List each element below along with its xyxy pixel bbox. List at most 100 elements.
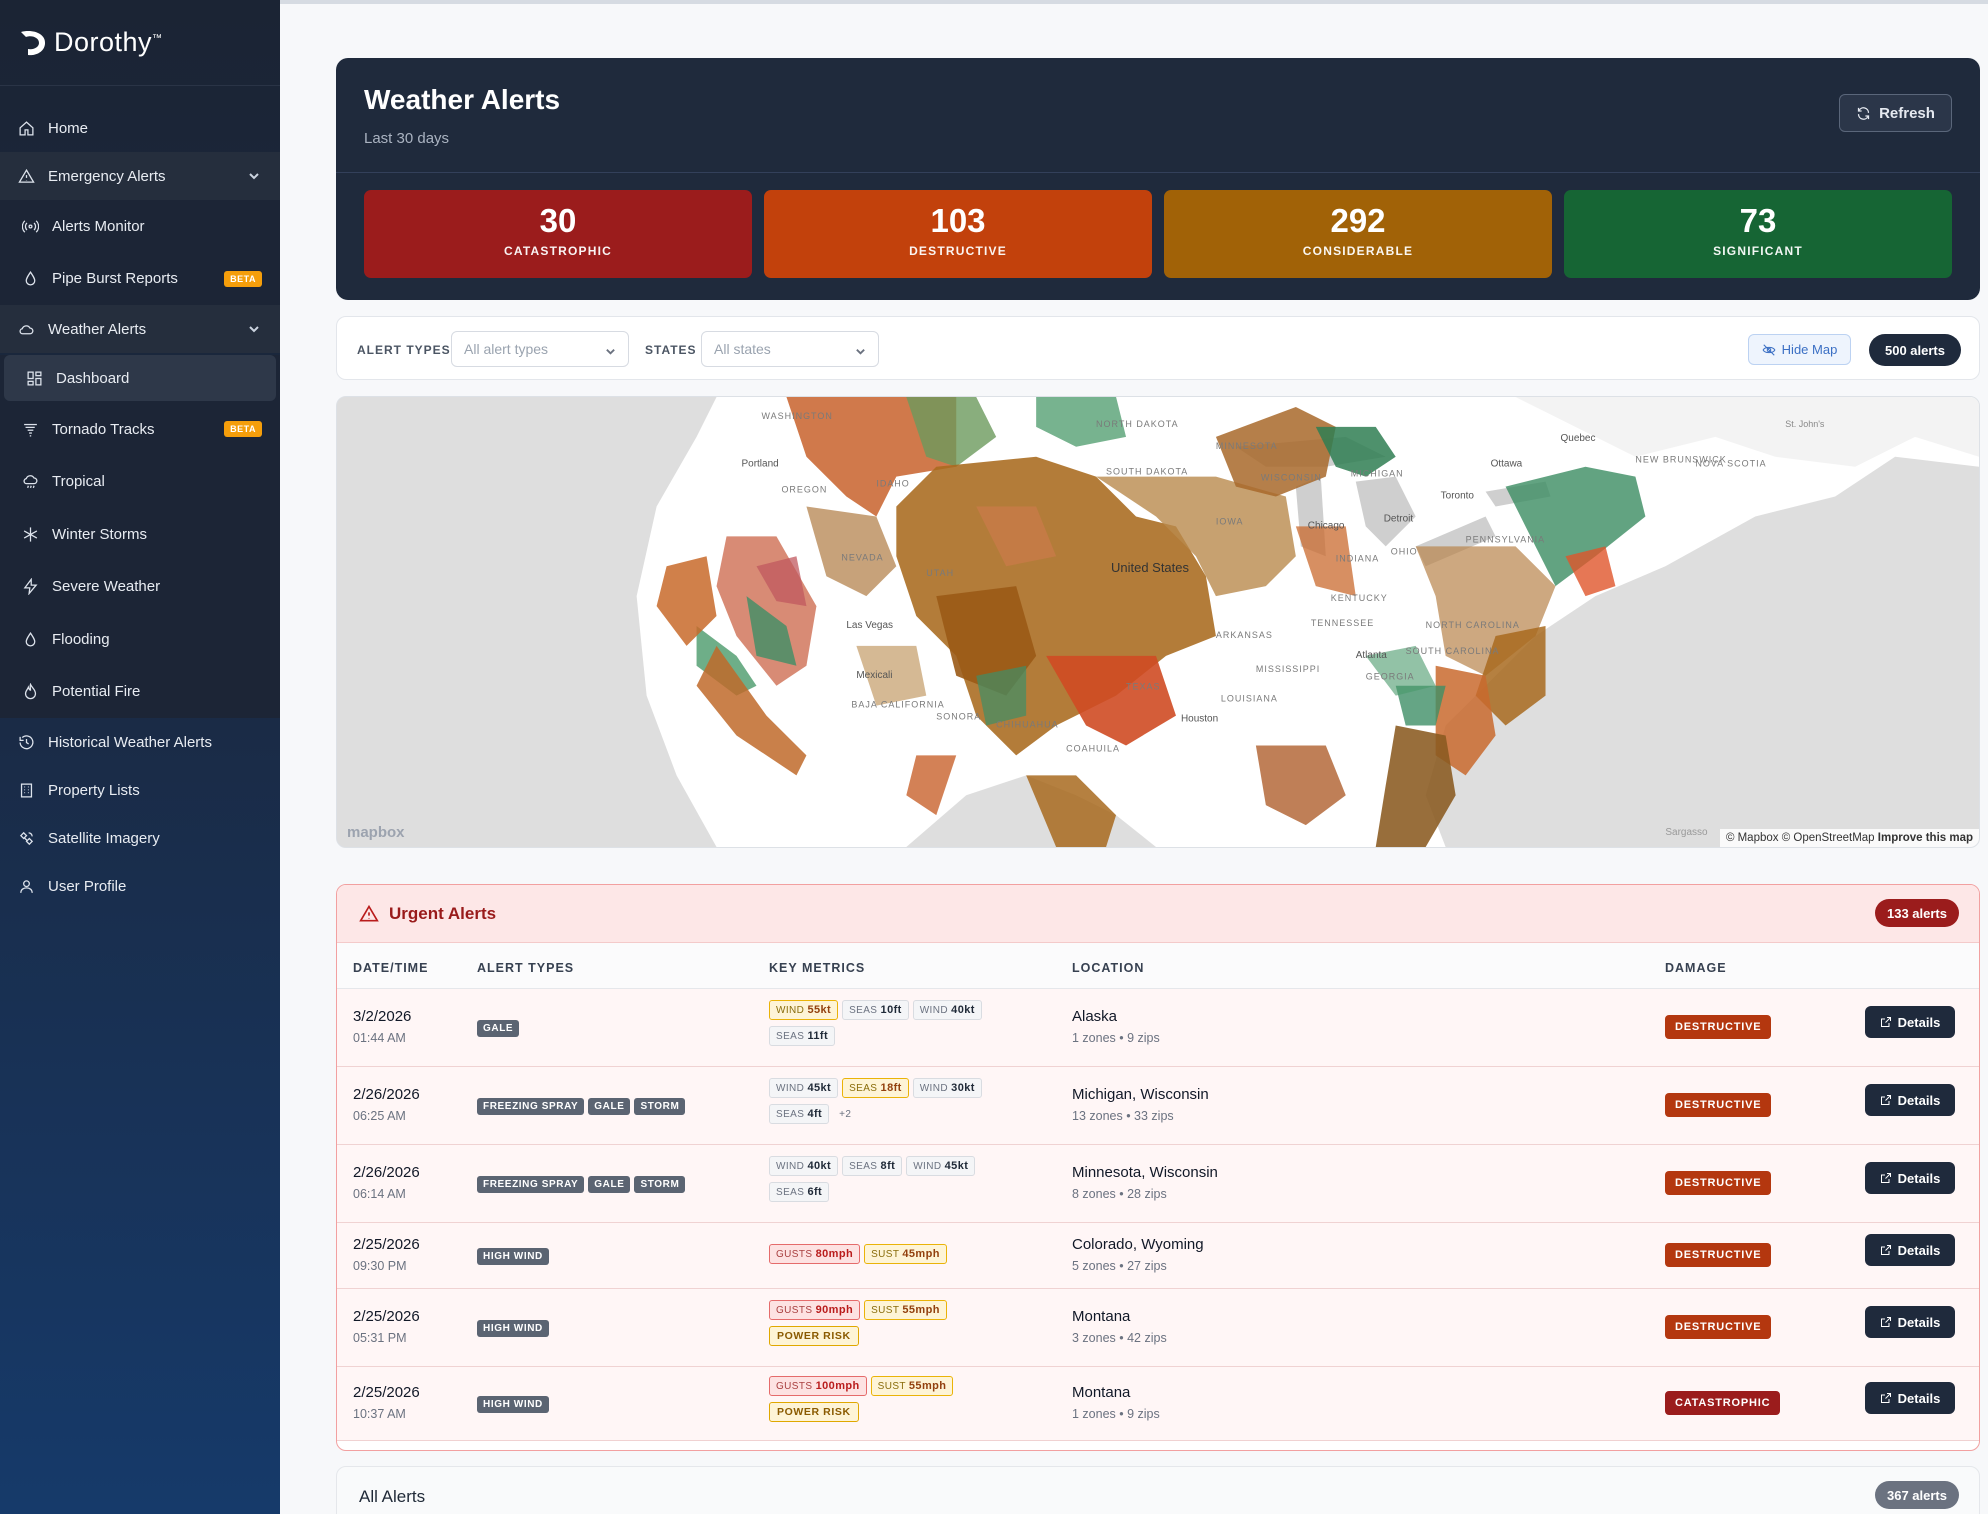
details-button[interactable]: Details: [1865, 1006, 1955, 1038]
sidebar-item-satellite-imagery[interactable]: Satellite Imagery: [0, 814, 280, 862]
sidebar-item-label: Severe Weather: [52, 578, 161, 596]
sidebar-item-property-lists[interactable]: Property Lists: [0, 766, 280, 814]
hide-map-button[interactable]: Hide Map: [1748, 334, 1851, 365]
alert-date: 3/2/2026: [353, 1008, 412, 1025]
stat-considerable[interactable]: 292 CONSIDERABLE: [1164, 190, 1552, 278]
states-label: STATES: [645, 343, 697, 357]
metric-chip: WIND 40kt: [912, 1000, 982, 1020]
sidebar-item-alerts-monitor[interactable]: Alerts Monitor: [0, 200, 280, 253]
metric-value: 8ft: [880, 1160, 896, 1172]
metric-chip: SEAS 4ft: [769, 1104, 830, 1124]
sidebar-item-dashboard[interactable]: Dashboard: [4, 355, 276, 401]
metric-chip: WIND 40kt: [769, 1156, 839, 1176]
metric-value: 40kt: [951, 1004, 975, 1016]
metric-chip: WIND 45kt: [906, 1156, 976, 1176]
details-button[interactable]: Details: [1865, 1382, 1955, 1414]
sidebar-item-winter-storms[interactable]: Winter Storms: [0, 508, 280, 561]
sidebar-item-pipe-burst-reports[interactable]: Pipe Burst Reports BETA: [0, 253, 280, 306]
table-row[interactable]: 2/25/2026 10:37 AM HIGH WIND GUSTS 100mph S…: [337, 1367, 1979, 1441]
sidebar-group-weather-alerts[interactable]: Weather Alerts: [0, 305, 280, 353]
alert-types-cell: FREEZING SPRAY GALE STORM: [477, 1174, 689, 1193]
map-label: TENNESSEE: [1311, 618, 1374, 628]
sidebar-item-tropical[interactable]: Tropical: [0, 456, 280, 509]
location-cell: Minnesota, Wisconsin 8 zones • 28 zips: [1072, 1164, 1218, 1201]
map-attribution: © Mapbox © OpenStreetMap Improve this ma…: [1719, 829, 1979, 847]
stat-destructive[interactable]: 103 DESTRUCTIVE: [764, 190, 1152, 278]
table-row[interactable]: 2/26/2026 06:14 AM FREEZING SPRAY GALE STOR…: [337, 1145, 1979, 1223]
stat-value: 30: [539, 202, 577, 239]
sidebar-item-label: Historical Weather Alerts: [48, 733, 212, 751]
alert-type-tag: STORM: [634, 1098, 686, 1115]
alert-type-tag: HIGH WIND: [477, 1248, 549, 1265]
key-metrics-cell: WIND 40kt SEAS 8ft WIND 45ktSEAS 6ft: [769, 1156, 999, 1208]
total-alerts-badge: 500 alerts: [1869, 334, 1961, 366]
sidebar: Dorothy™ Home Emergency Alerts Alerts Mo…: [0, 0, 280, 1514]
sidebar-item-potential-fire[interactable]: Potential Fire: [0, 666, 280, 719]
column-header[interactable]: ALERT TYPES: [477, 961, 575, 975]
details-button[interactable]: Details: [1865, 1234, 1955, 1266]
states-select[interactable]: All states: [701, 331, 879, 367]
details-button[interactable]: Details: [1865, 1306, 1955, 1338]
sidebar-item-home[interactable]: Home: [0, 104, 280, 152]
metric-value: 30kt: [951, 1082, 975, 1094]
sidebar-group-emergency-alerts[interactable]: Emergency Alerts: [0, 152, 280, 200]
map-label: SOUTH DAKOTA: [1106, 467, 1188, 477]
column-header[interactable]: DATE/TIME: [353, 961, 429, 975]
cloud-icon: [16, 319, 36, 339]
table-row[interactable]: 2/26/2026 06:25 AM FREEZING SPRAY GALE STOR…: [337, 1067, 1979, 1145]
metric-value: 100mph: [815, 1380, 860, 1392]
location-cell: Alaska 1 zones • 9 zips: [1072, 1008, 1160, 1045]
refresh-button[interactable]: Refresh: [1839, 94, 1952, 132]
metric-key: SEAS: [849, 1005, 878, 1016]
alerts-map[interactable]: WASHINGTON Portland OREGON IDAHO NEVADA …: [336, 396, 1980, 848]
stat-value: 292: [1330, 202, 1386, 239]
table-row[interactable]: 2/25/2026 09:30 PM HIGH WIND GUSTS 80mph SU…: [337, 1223, 1979, 1289]
states-placeholder: All states: [714, 341, 771, 357]
details-button[interactable]: Details: [1865, 1162, 1955, 1194]
damage-cell: DESTRUCTIVE: [1665, 1315, 1772, 1339]
sidebar-item-label: Potential Fire: [52, 683, 141, 701]
alert-location: Montana: [1072, 1384, 1131, 1401]
sidebar-item-tornado-tracks[interactable]: Tornado Tracks BETA: [0, 403, 280, 456]
metric-value: 18ft: [880, 1082, 902, 1094]
sidebar-item-flooding[interactable]: Flooding: [0, 613, 280, 666]
table-row[interactable]: 3/2/2026 01:44 AM GALE WIND 55kt SEAS 10ft W…: [337, 989, 1979, 1067]
column-header[interactable]: KEY METRICS: [769, 961, 866, 975]
alert-zones: 3 zones • 42 zips: [1072, 1331, 1167, 1345]
alert-date: 2/26/2026: [353, 1164, 420, 1181]
sidebar-item-historical-weather-alerts[interactable]: Historical Weather Alerts: [0, 718, 280, 766]
map-label: COAHUILA: [1066, 743, 1120, 753]
stat-label: CONSIDERABLE: [1302, 244, 1414, 258]
stat-label: SIGNIFICANT: [1713, 244, 1803, 258]
alert-zones: 1 zones • 9 zips: [1072, 1407, 1160, 1421]
satellite-icon: [16, 828, 36, 848]
table-row[interactable]: 2/25/2026 05:31 PM HIGH WIND GUSTS 90mph SU…: [337, 1289, 1979, 1367]
more-metrics[interactable]: +2: [839, 1109, 852, 1120]
alert-types-select[interactable]: All alert types: [451, 331, 629, 367]
metric-value: 4ft: [807, 1108, 823, 1120]
alert-time: 10:37 AM: [353, 1407, 406, 1421]
sidebar-nav: Home Emergency Alerts Alerts Monitor Pip…: [0, 86, 280, 910]
datetime-cell: 2/26/2026 06:25 AM: [353, 1086, 420, 1123]
map-canvas[interactable]: WASHINGTON Portland OREGON IDAHO NEVADA …: [337, 397, 1979, 847]
urgent-alerts-panel: Urgent Alerts 133 alerts DATE/TIME ALERT…: [336, 884, 1980, 1451]
stat-significant[interactable]: 73 SIGNIFICANT: [1564, 190, 1952, 278]
map-label: NEW BRUNSWICK: [1635, 455, 1726, 465]
building-icon: [16, 780, 36, 800]
column-header[interactable]: LOCATION: [1072, 961, 1145, 975]
map-label: UTAH: [926, 568, 954, 578]
alert-location: Minnesota, Wisconsin: [1072, 1164, 1218, 1181]
sidebar-item-user-profile[interactable]: User Profile: [0, 862, 280, 910]
alert-date: 2/26/2026: [353, 1086, 420, 1103]
stat-catastrophic[interactable]: 30 CATASTROPHIC: [364, 190, 752, 278]
mapbox-logo[interactable]: mapbox: [347, 824, 405, 841]
brand-logo[interactable]: Dorothy™: [0, 0, 280, 86]
improve-map-link[interactable]: Improve this map: [1877, 832, 1973, 844]
alert-types-cell: HIGH WIND: [477, 1318, 553, 1337]
details-button[interactable]: Details: [1865, 1084, 1955, 1116]
column-header[interactable]: DAMAGE: [1665, 961, 1727, 975]
map-label: NORTH CAROLINA: [1426, 620, 1520, 630]
sidebar-item-severe-weather[interactable]: Severe Weather: [0, 561, 280, 614]
details-label: Details: [1897, 1314, 1941, 1330]
external-link-icon: [1880, 1017, 1891, 1027]
